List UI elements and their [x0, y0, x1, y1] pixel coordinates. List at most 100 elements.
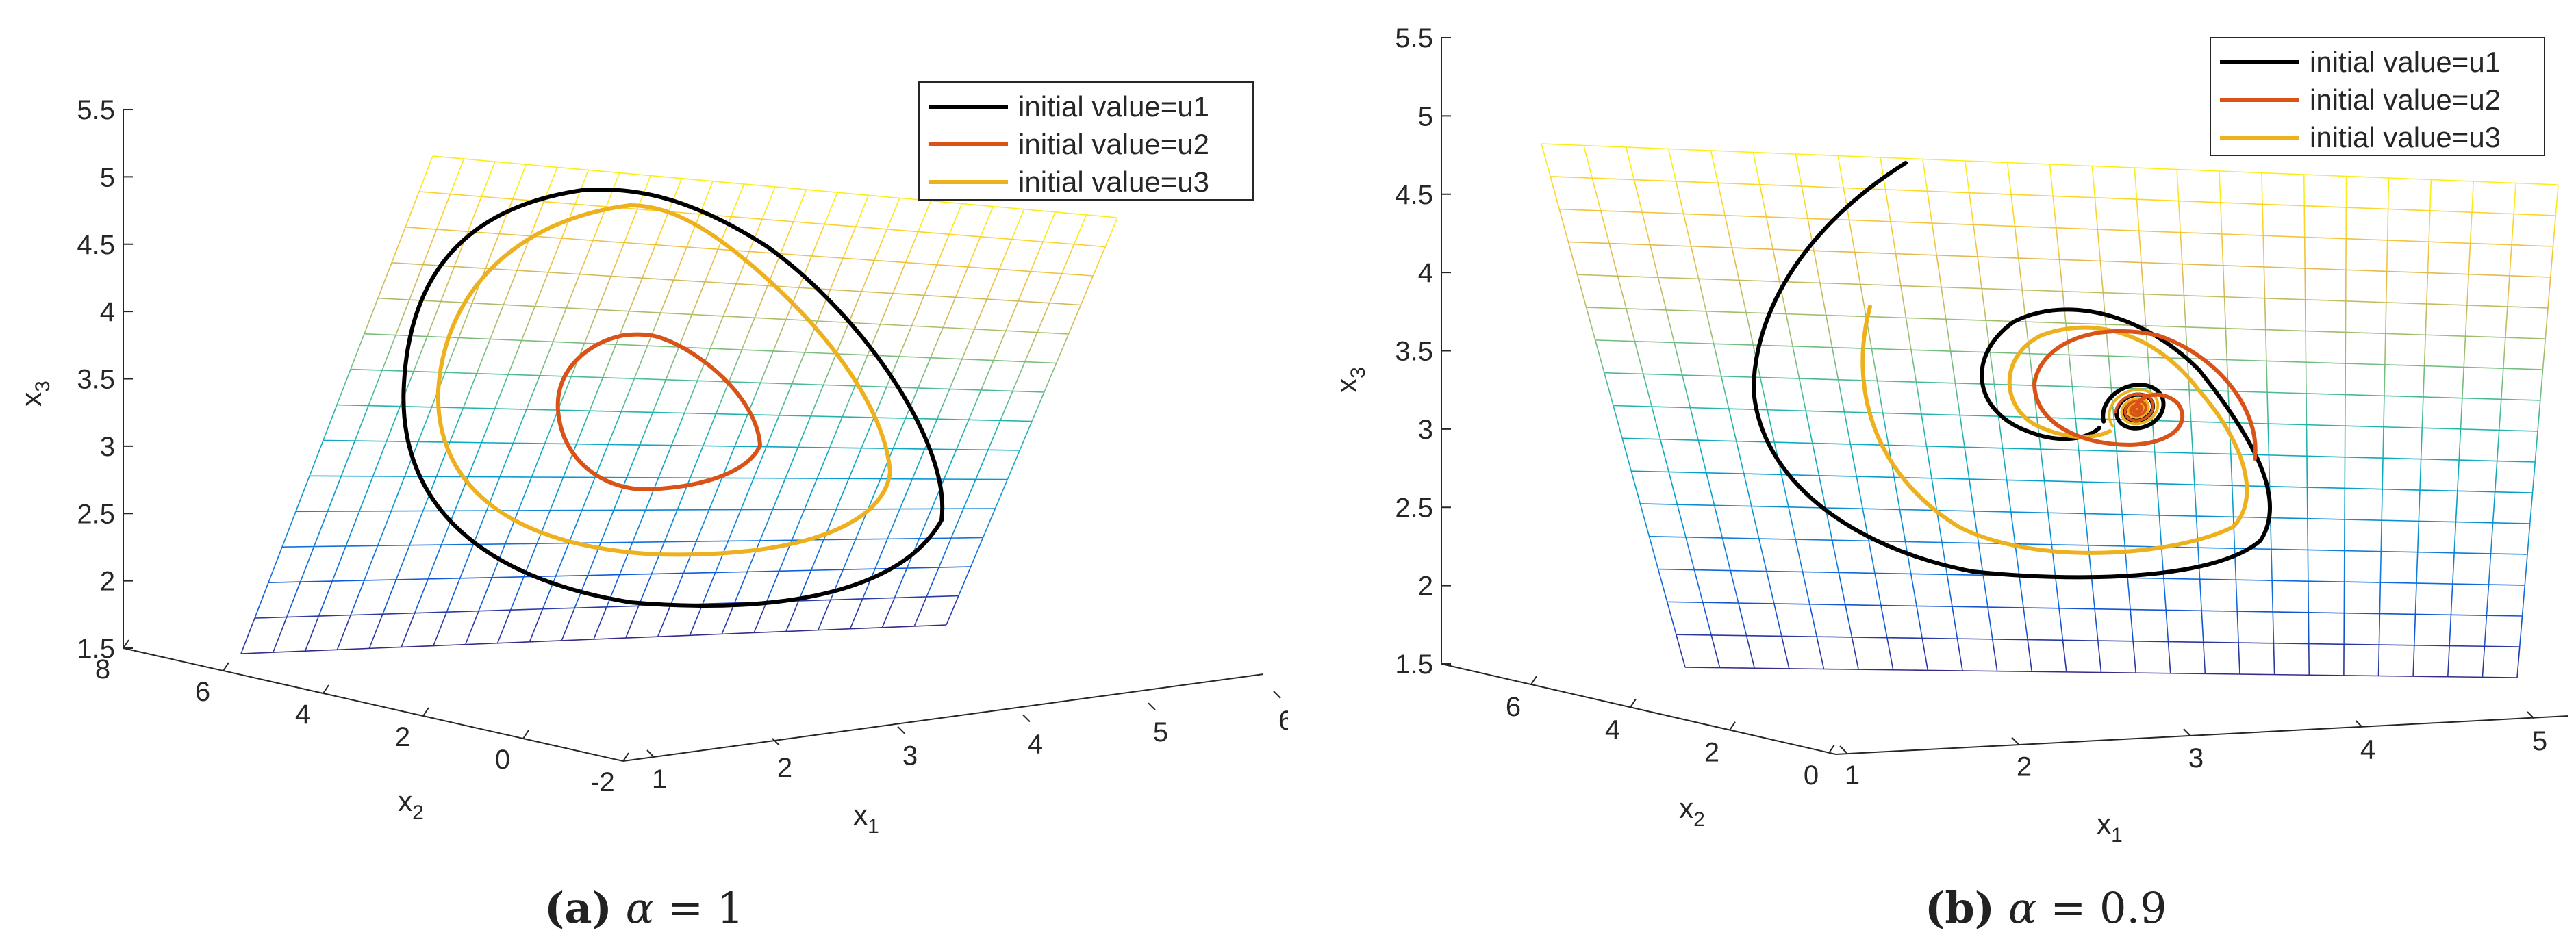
b-surface-grid-line: [2165, 610, 2169, 642]
b-surface-grid-line: [1819, 283, 1827, 316]
a-surface-grid-line: [683, 572, 716, 574]
b-surface-grid-line: [2223, 296, 2227, 329]
b-surface-grid-line: [1759, 183, 1802, 187]
a-surface-grid-line: [281, 511, 296, 548]
a-surface-grid-line: [396, 578, 429, 580]
a-surface-grid-line: [736, 283, 768, 287]
a-surface-grid-line: [467, 442, 482, 477]
b-surface-grid-line: [2471, 181, 2475, 213]
b-surface-grid-line: [2492, 522, 2530, 524]
b-surface-grid-line: [1989, 352, 1995, 385]
b-surface-grid-line: [1843, 188, 1850, 220]
a-x-axis-label: x1: [853, 799, 879, 838]
a-y-tick: [622, 752, 629, 762]
b-surface-grid-line: [2345, 519, 2382, 521]
a-surface-grid-line: [529, 201, 544, 237]
b-surface-grid-line: [1946, 574, 1953, 607]
b-surface-grid-line: [1925, 446, 1932, 478]
b-surface-grid-line: [2518, 615, 2523, 647]
a-surface-grid-line: [744, 183, 776, 188]
a-surface-grid-line: [576, 410, 590, 445]
b-surface-grid-line: [1992, 639, 1998, 671]
b-surface-grid-line: [1725, 214, 1767, 218]
a-surface-grid-line: [842, 385, 856, 418]
b-surface-grid-line: [1625, 146, 1635, 180]
a-x-tick: [897, 726, 905, 734]
b-surface-grid-line: [1880, 157, 1923, 160]
a-surface-grid-line: [914, 624, 947, 627]
a-surface-grid-line: [566, 307, 598, 311]
a-surface-grid-line: [714, 541, 729, 573]
a-surface-grid-line: [240, 617, 255, 654]
a-surface-grid-line: [368, 613, 383, 649]
b-surface-grid-line: [1690, 246, 1700, 279]
b-surface-grid-line: [2497, 460, 2536, 463]
b-surface-grid-line: [2384, 333, 2386, 365]
b-surface-grid-line: [2010, 194, 2054, 197]
b-surface-grid-line: [1676, 634, 1712, 636]
b-surface-grid-line: [1899, 509, 1937, 511]
a-surface-grid-line: [359, 476, 374, 512]
a-surface-grid-line: [481, 161, 496, 197]
a-surface-grid-line: [529, 608, 544, 643]
a-surface-grid-line: [386, 440, 418, 443]
a-surface-grid-line: [642, 277, 674, 281]
b-surface-grid-line: [1969, 478, 2007, 481]
a-surface-grid-line: [601, 541, 633, 543]
a-surface-grid-line: [472, 510, 488, 545]
a-surface-grid-line: [713, 181, 744, 185]
a-surface-grid-line: [728, 349, 743, 383]
a-surface-grid-line: [1037, 331, 1069, 335]
a-surface-grid-line: [651, 175, 682, 179]
b-surface-grid-line: [2264, 298, 2266, 330]
b-surface-grid-line: [2196, 515, 2234, 518]
a-surface-grid-line: [823, 539, 856, 541]
a-surface-grid-line: [427, 544, 442, 580]
b-surface-grid-line: [1697, 279, 1707, 311]
b-surface-grid-line: [1751, 505, 1789, 508]
b-surface-grid-line: [1795, 539, 1832, 541]
a-surface-grid-line: [336, 369, 351, 405]
b-surface-grid-line: [1731, 247, 1740, 281]
b-surface-grid-line: [1969, 478, 1975, 511]
b-surface-grid-line: [2180, 232, 2183, 264]
a-surface-grid-line: [692, 313, 724, 317]
b-surface-grid-line: [2464, 366, 2503, 370]
b-surface-grid-line: [1808, 218, 1849, 221]
b-z-tick-label: 4: [1418, 258, 1433, 288]
b-surface-grid-line: [2082, 481, 2120, 484]
b-surface-grid-line: [2503, 337, 2506, 369]
b-surface-grid-line: [1871, 348, 1878, 381]
b-surface-grid-line: [2062, 290, 2104, 294]
a-surface-grid-line: [313, 511, 329, 547]
a-surface-grid-line: [496, 609, 512, 644]
b-surface-grid-line: [2158, 515, 2162, 548]
b-surface-grid-line: [1893, 477, 1901, 510]
b-surface-grid-line: [2426, 303, 2467, 306]
a-surface-grid-line: [592, 206, 607, 241]
a-surface-grid-line: [574, 203, 607, 207]
a-surface-grid-line: [449, 407, 464, 443]
b-surface-grid-line: [1774, 441, 1813, 444]
b-surface-grid-line: [2119, 483, 2123, 515]
a-surface-grid-line: [948, 203, 963, 235]
b-surface-grid-line: [1691, 246, 1732, 248]
b-surface-grid-line: [2019, 576, 2024, 608]
b-surface-grid-line: [2205, 673, 2240, 675]
b-surface-grid-line: [2194, 485, 2197, 517]
b-surface-grid-line: [1818, 475, 1826, 509]
a-surface-grid-line: [498, 233, 531, 237]
a-surface-grid-line: [810, 539, 824, 571]
a-z-tick-label: 5.5: [77, 95, 115, 125]
a-y-tick: [323, 684, 329, 694]
a-surface-grid-line: [848, 291, 862, 323]
a-surface-grid-line: [350, 368, 383, 371]
a-surface-grid-line: [981, 389, 1013, 392]
b-surface-grid-line: [2263, 235, 2305, 238]
a-x-tick-label: 2: [777, 753, 792, 783]
a-surface-grid-line: [747, 570, 779, 573]
a-surface-grid-line: [625, 606, 640, 639]
b-surface-grid-line: [2166, 609, 2202, 612]
b-surface-grid-line: [2537, 400, 2541, 432]
b-surface-grid-line: [2265, 329, 2306, 332]
